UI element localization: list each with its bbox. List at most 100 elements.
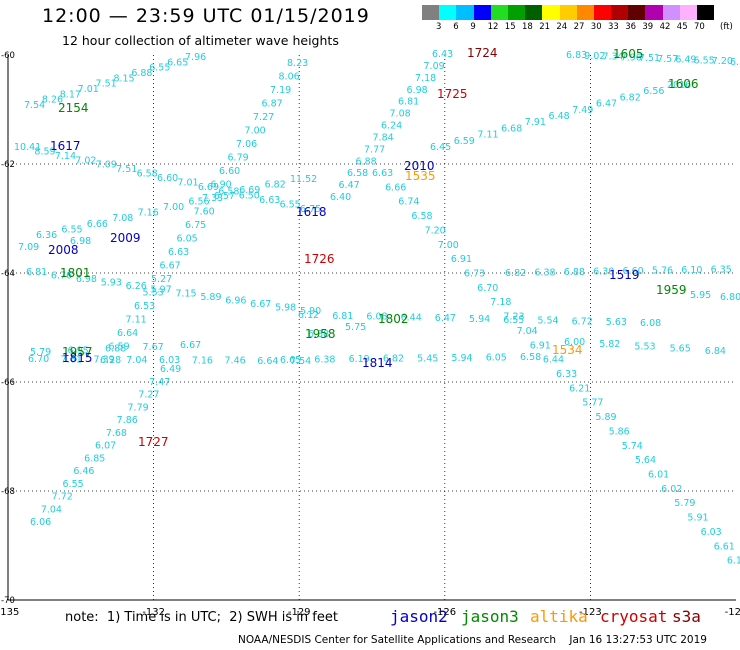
legend-swatch	[697, 5, 715, 20]
legend-label: 3	[436, 22, 442, 32]
swh-value: 7.72	[52, 492, 73, 503]
swh-value: 7.96	[621, 52, 642, 63]
swh-value: 6.56	[643, 86, 664, 97]
swh-value: 6.26	[126, 281, 147, 292]
legend-swatch	[473, 5, 491, 20]
satellite-track: 6.826.386.886.306.605.766.106.356.891519	[505, 265, 732, 283]
legend-label: 33	[608, 22, 619, 32]
swh-value: 7.02	[75, 155, 96, 166]
swh-value: 6.59	[109, 342, 130, 353]
swh-value: 6.75	[185, 220, 206, 231]
track-time-label: 1727	[138, 435, 169, 449]
satellite-legend-jason3: jason3	[461, 607, 519, 626]
lon-tick-label: -132	[142, 607, 165, 618]
swh-value: 7.68	[106, 428, 127, 439]
page-title: 12:00 — 23:59 UTC 01/15/2019	[42, 5, 370, 27]
track-time-label: 2154	[58, 101, 89, 115]
satellite-track: 6.005.825.535.656.846.401534	[552, 337, 726, 357]
swh-value: 6.81	[332, 311, 353, 322]
swh-value: 7.47	[149, 377, 170, 388]
swh-value: 6.98	[407, 85, 428, 96]
swh-value: 6.58	[520, 352, 541, 363]
swh-value: 5.94	[469, 314, 490, 325]
swh-value: 7.01	[177, 177, 198, 188]
swh-value: 6.60	[157, 173, 178, 184]
swh-value: 6.67	[160, 261, 181, 272]
swh-value: 8.59	[34, 146, 55, 157]
swh-value: 5.63	[606, 317, 627, 328]
swh-value: 7.91	[525, 117, 546, 128]
swh-value: 6.48	[549, 111, 570, 122]
legend-swatch	[456, 5, 474, 20]
legend-label: 21	[539, 22, 551, 32]
swh-value: 7.04	[517, 326, 538, 337]
swh-value: 6.05	[486, 352, 507, 363]
swh-value: 7.51	[96, 79, 117, 90]
swh-value: 5.64	[635, 455, 656, 466]
swh-value: 6.69	[198, 182, 219, 193]
swh-value: 6.55	[63, 479, 84, 490]
swh-value: 6.44	[543, 355, 564, 366]
legend-swatch	[542, 5, 560, 20]
swh-value: 6.08	[640, 318, 661, 329]
satellite-track: 6.49 7.47 7.277.79 7.86 7.68 6.076.85 6.46 6.55…	[30, 364, 181, 528]
swh-value: 6.80	[720, 292, 740, 303]
swh-value: 6.66	[87, 219, 108, 230]
swh-value: 5.89	[200, 292, 221, 303]
track-time-label: 1814	[362, 356, 393, 370]
swh-value: 5.95	[690, 290, 711, 301]
swh-value: 6.98	[76, 274, 97, 285]
satellite-track: 6.70 7.61 7.39 7.04 6.03 7.16 7.46 6.64 7.54 1815	[28, 351, 311, 367]
satellite-track: 6.12 6.81 6.08 6.44 6.47 5.94 6.55 5.54 6.72 5.63…	[298, 310, 661, 329]
swh-value: 6.63	[372, 168, 393, 179]
swh-value: 7.04	[41, 504, 62, 515]
swh-value: 6.79	[228, 153, 249, 164]
satellite-track: 1726	[304, 252, 335, 266]
track-time-label: 2008	[48, 243, 79, 257]
satellite-track: 6.63 6.66 6.74 6.58 7.20 7.00 6.91 6.73 6.70 7.18…	[372, 159, 740, 567]
swh-value: 6.59	[454, 136, 475, 147]
swh-value: 6.84	[705, 346, 726, 357]
swh-value: 5.74	[622, 441, 643, 452]
swh-value: 7.00	[438, 240, 459, 251]
swh-value: 6.58	[347, 168, 368, 179]
swh-value: 8.17	[60, 89, 81, 100]
swh-value: 5.54	[537, 316, 558, 327]
swh-value: 6.87	[262, 99, 283, 110]
swh-value: 8.26	[42, 95, 63, 106]
legend-swatch	[439, 5, 457, 20]
swh-value: 6.91	[451, 254, 472, 265]
swh-value: 6.36	[36, 230, 57, 241]
swh-value: 6.81	[398, 97, 419, 108]
swh-value: 6.47	[339, 180, 360, 191]
swh-value: 11.52	[290, 174, 317, 185]
swh-value: 6.98	[70, 236, 91, 247]
swh-value: 6.02	[661, 484, 682, 495]
swh-value: 6.03	[701, 527, 722, 538]
legend-swatch	[490, 5, 508, 20]
swh-value: 7.77	[364, 144, 385, 155]
satellite-track: 6.437.097.186.986.817.086.247.847.776.88…	[330, 46, 498, 203]
track-time-label: 1801	[60, 266, 91, 280]
swh-value: 5.75	[345, 322, 366, 333]
track-time-label: 1617	[50, 139, 81, 153]
swh-value: 5.93	[101, 278, 122, 289]
track-time-label: 1802	[378, 312, 409, 326]
swh-value: 5.53	[634, 341, 655, 352]
track-time-label: 1959	[656, 283, 687, 297]
legend-unit: (ft)	[720, 22, 733, 32]
legend-swatch	[645, 5, 663, 20]
swh-value: 7.27	[253, 112, 274, 123]
legend-label: 42	[659, 22, 671, 32]
swh-value: 7.79	[128, 402, 149, 413]
swh-value: 6.46	[73, 466, 94, 477]
track-time-label: 1605	[613, 47, 644, 61]
swh-value: 9.02	[584, 51, 605, 62]
swh-value: 6.82	[383, 354, 404, 365]
lon-tick-label: -126	[433, 607, 456, 618]
swh-value: 8.06	[279, 72, 300, 83]
satellite-track: 6.839.027.347.967.517.576.496.557.206.30…	[566, 47, 740, 68]
